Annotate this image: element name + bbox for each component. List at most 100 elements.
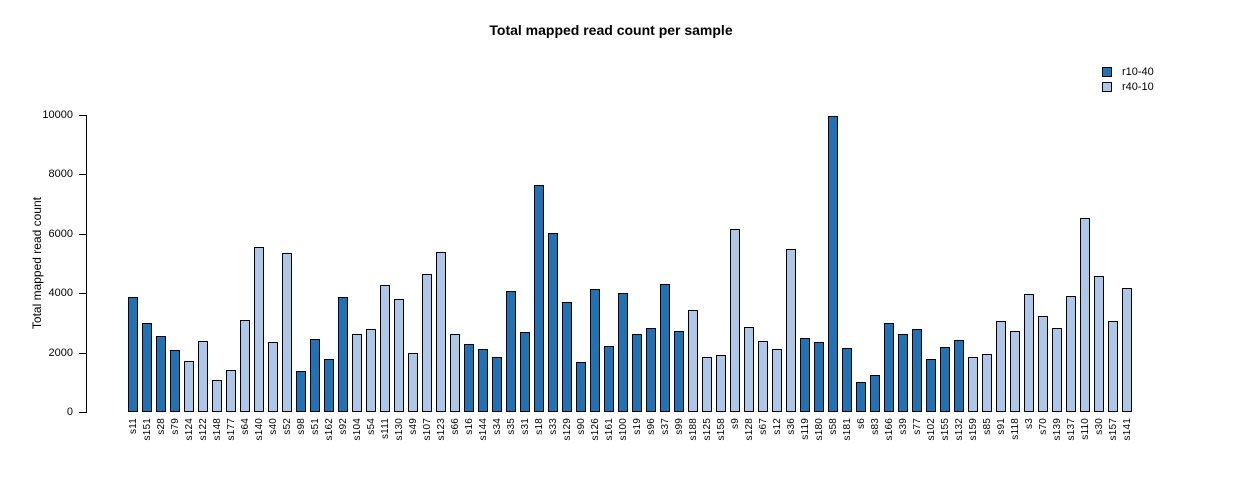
x-label-s111: s111 [380, 418, 391, 440]
x-label-s34: s34 [492, 418, 503, 435]
bar-s157 [1108, 321, 1118, 412]
x-label-s118: s118 [1010, 418, 1021, 440]
bar-s126 [590, 289, 600, 412]
bar-s16 [464, 344, 474, 412]
legend-entry-r40-10: r40-10 [1102, 80, 1154, 94]
bar-s123 [436, 252, 446, 412]
bar-s58 [828, 116, 838, 412]
bar-s31 [520, 332, 530, 412]
bar-s11 [128, 297, 138, 412]
x-label-s180: s180 [814, 418, 825, 441]
x-label-s31: s31 [520, 418, 531, 435]
x-label-s140: s140 [254, 418, 265, 441]
bar-s54 [366, 329, 376, 412]
bar-s110 [1080, 218, 1090, 412]
x-label-s37: s37 [660, 418, 671, 435]
bar-s124 [184, 361, 194, 412]
y-tick-label-6000: 6000 [48, 227, 73, 240]
x-label-s6: s6 [856, 418, 867, 429]
legend-label-r40-10: r40-10 [1122, 80, 1154, 93]
y-tick-8000 [79, 174, 87, 176]
bar-s36 [786, 249, 796, 412]
x-label-s39: s39 [898, 418, 909, 435]
y-tick-2000 [79, 352, 87, 354]
bar-s85 [982, 354, 992, 412]
bar-s34 [492, 357, 502, 412]
x-label-s12: s12 [772, 418, 783, 435]
bar-s158 [716, 355, 726, 412]
x-label-s157: s157 [1108, 418, 1119, 441]
bar-s12 [772, 349, 782, 412]
legend-label-r10-40: r10-40 [1122, 65, 1154, 78]
x-label-s85: s85 [982, 418, 993, 435]
y-axis-title: Total mapped read count [30, 197, 44, 330]
x-label-s11: s11 [128, 418, 139, 434]
x-label-s155: s155 [940, 418, 951, 441]
bar-s137 [1066, 296, 1076, 412]
x-label-s77: s77 [912, 418, 923, 435]
x-label-s119: s119 [800, 418, 811, 440]
bar-s151 [142, 323, 152, 412]
x-label-s49: s49 [408, 418, 419, 435]
y-tick-10000 [79, 115, 87, 116]
x-label-s107: s107 [422, 418, 433, 441]
x-label-s129: s129 [562, 418, 573, 441]
x-label-s18: s18 [534, 418, 545, 435]
x-label-s28: s28 [156, 418, 167, 435]
x-label-s70: s70 [1038, 418, 1049, 435]
x-label-s79: s79 [170, 418, 181, 435]
x-label-s141: s141 [1122, 418, 1133, 441]
bar-s40 [268, 342, 278, 412]
x-label-s158: s158 [716, 418, 727, 441]
x-label-s123: s123 [436, 418, 447, 441]
x-label-s51: s51 [310, 418, 321, 435]
x-label-s16: s16 [464, 418, 475, 435]
x-label-s144: s144 [478, 418, 489, 441]
x-label-s83: s83 [870, 418, 881, 435]
bar-s111 [380, 285, 390, 412]
plot-area: 0 2000 4000 6000 8000 10000 [42, 110, 1137, 418]
bar-s67 [758, 341, 768, 412]
x-label-s104: s104 [352, 418, 363, 441]
bar-s96 [646, 328, 656, 412]
x-label-s137: s137 [1066, 418, 1077, 441]
bar-s91 [996, 321, 1006, 412]
x-axis-labels: s11 s151 s28 s79 s124 s122 s148 s177 s64 s140 s40 s… [127, 418, 1135, 441]
bar-s64 [240, 320, 250, 412]
y-tick-0 [79, 412, 87, 413]
bar-s51 [310, 339, 320, 412]
legend-swatch-r10-40 [1102, 67, 1112, 77]
y-tick-label-2000: 2000 [48, 346, 73, 359]
y-tick-label-0: 0 [66, 406, 73, 418]
y-tick-label-4000: 4000 [48, 287, 73, 300]
bar-s98 [296, 371, 306, 412]
legend-swatch-r40-10 [1102, 82, 1112, 92]
x-label-s122: s122 [198, 418, 209, 441]
x-label-s162: s162 [324, 418, 335, 441]
bar-s79 [170, 350, 180, 412]
y-tick-6000 [79, 233, 87, 235]
bar-s49 [408, 353, 418, 412]
x-label-s99: s99 [674, 418, 685, 435]
bar-s162 [324, 359, 334, 412]
x-label-s36: s36 [786, 418, 797, 435]
bar-s39 [898, 334, 908, 412]
x-label-s110: s110 [1080, 418, 1091, 440]
x-label-s19: s19 [632, 418, 643, 435]
x-label-s58: s58 [828, 418, 839, 435]
bar-s177 [226, 370, 236, 412]
bar-s141 [1122, 288, 1132, 412]
bar-s52 [282, 253, 292, 412]
y-tick-label-8000: 8000 [48, 168, 73, 181]
x-label-s177: s177 [226, 418, 237, 441]
x-label-s66: s66 [450, 418, 461, 435]
bar-s130 [394, 299, 404, 412]
bar-s102 [926, 359, 936, 412]
bar-s6 [856, 382, 866, 412]
bar-s92 [338, 297, 348, 412]
bar-s144 [478, 349, 488, 412]
x-label-s148: s148 [212, 418, 223, 441]
x-label-s96: s96 [646, 418, 657, 435]
x-label-s64: s64 [240, 418, 251, 435]
